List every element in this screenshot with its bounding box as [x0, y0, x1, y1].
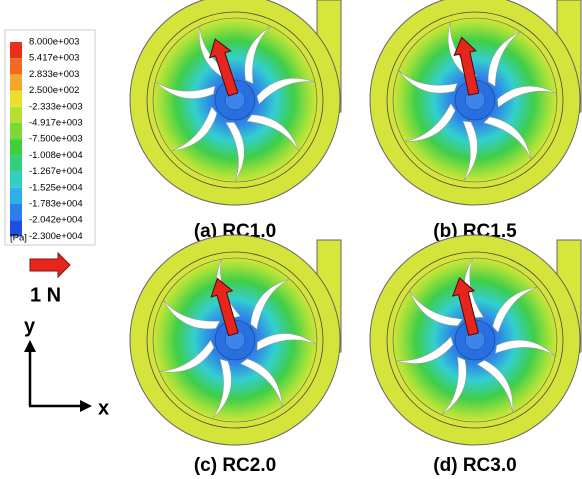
colorbar-label: 2.833e+003 — [29, 69, 79, 80]
colorbar-swatch — [10, 123, 22, 139]
colorbar-swatch — [10, 91, 22, 107]
colorbar-swatch — [10, 107, 22, 123]
panel-caption: (c) RC2.0 — [194, 455, 276, 476]
y-label: y — [24, 315, 36, 337]
colorbar-label: 2.500e+002 — [29, 85, 79, 96]
colorbar-swatch — [10, 172, 22, 188]
colorbar-label: 5.417e+003 — [29, 53, 79, 64]
colorbar-label: -4.917e+003 — [29, 118, 83, 129]
colorbar-swatch — [10, 42, 22, 58]
colorbar-label: -1.008e+004 — [29, 150, 83, 161]
colorbar-swatch — [10, 188, 22, 204]
y-arrowhead — [24, 340, 36, 352]
colorbar-swatch — [10, 139, 22, 155]
colorbar-unit: [Pa] — [10, 233, 27, 244]
colorbar-label: -2.333e+003 — [29, 101, 83, 112]
pump-contour — [130, 0, 341, 205]
colorbar-label: -2.042e+004 — [29, 215, 83, 226]
x-label: x — [98, 397, 109, 419]
colorbar-swatch — [10, 155, 22, 171]
colorbar-label: -7.500e+003 — [29, 134, 83, 145]
colorbar-swatch — [10, 58, 22, 74]
x-arrowhead — [80, 400, 92, 412]
pump-contour — [370, 0, 581, 205]
colorbar-label: -1.783e+004 — [29, 199, 83, 210]
colorbar-swatch — [10, 74, 22, 90]
pump-contour — [130, 235, 341, 445]
colorbar-label: -1.267e+004 — [29, 166, 83, 177]
force-arrow — [30, 253, 70, 277]
colorbar-label: -2.300e+004 — [29, 231, 83, 242]
panels: (a) RC1.0(b) RC1.5(c) RC2.0(d) RC3.0 — [130, 0, 581, 476]
colorbar-label: -1.525e+004 — [29, 182, 83, 193]
colorbar-swatch — [10, 204, 22, 220]
figure: 8.000e+003 5.417e+003 2.833e+003 2.500e+002… — [0, 0, 582, 479]
panel-caption: (d) RC3.0 — [433, 455, 516, 476]
pump-contour — [370, 235, 581, 445]
force-scale-label: 1 N — [30, 284, 61, 306]
colorbar-label: 8.000e+003 — [29, 37, 79, 48]
